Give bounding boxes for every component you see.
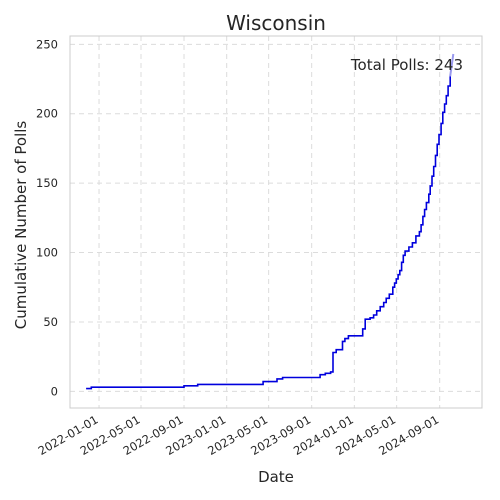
x-axis-ticks: 2022-01-012022-05-012022-09-012023-01-01… [36,412,442,458]
series-layer [86,53,455,390]
total-polls-annotation: Total Polls: 243 [350,56,463,74]
chart-title: Wisconsin [226,11,326,35]
y-axis-label: Cumulative Number of Polls [12,121,30,330]
y-axis-ticks: 0 50 100 150 200 250 [36,37,58,398]
x-axis-label: Date [258,468,294,486]
y-tick-label: 150 [36,176,58,190]
plot-frame [69,35,483,409]
y-tick-label: 250 [36,37,58,51]
series-line [86,76,451,390]
y-tick-label: 100 [36,246,58,260]
y-tick-label: 0 [51,384,58,398]
y-tick-label: 200 [36,107,58,121]
y-tick-label: 50 [43,315,58,329]
grid-lines [70,36,482,408]
series-tail [449,53,455,77]
